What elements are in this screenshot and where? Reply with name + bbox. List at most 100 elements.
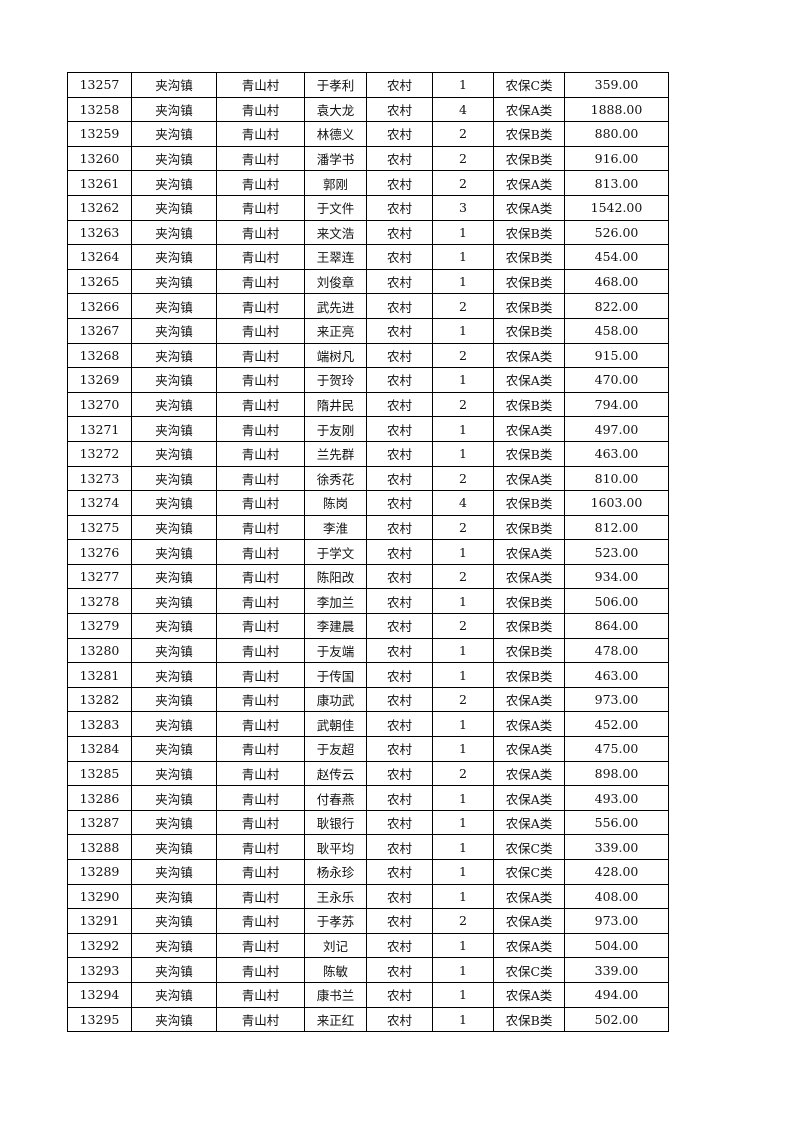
table-row: 13283 夹沟镇 青山村 武朝佳 农村 1 农保A类 452.00: [67, 711, 669, 738]
type-cell: 农村: [366, 194, 433, 221]
amount-cell: 934.00: [564, 563, 669, 590]
category-cell: 农保A类: [493, 686, 565, 713]
town-cell: 夹沟镇: [131, 367, 217, 393]
id-cell: 13261: [67, 170, 132, 196]
town-cell: 夹沟镇: [131, 416, 217, 442]
amount-cell: 506.00: [564, 588, 669, 615]
table-row: 13268 夹沟镇 青山村 端树凡 农村 2 农保A类 915.00: [67, 342, 669, 369]
amount-cell: 494.00: [564, 981, 669, 1008]
amount-cell: 973.00: [564, 908, 669, 934]
type-cell: 农村: [366, 170, 433, 196]
category-cell: 农保B类: [493, 121, 565, 147]
amount-cell: 463.00: [564, 440, 669, 467]
amount-cell: 915.00: [564, 342, 669, 369]
village-cell: 青山村: [216, 170, 305, 196]
table-row: 13264 夹沟镇 青山村 王翠连 农村 1 农保B类 454.00: [67, 244, 669, 270]
category-cell: 农保B类: [493, 268, 565, 295]
village-cell: 青山村: [216, 514, 305, 541]
amount-cell: 916.00: [564, 145, 669, 172]
category-cell: 农保A类: [493, 342, 565, 369]
village-cell: 青山村: [216, 72, 305, 98]
town-cell: 夹沟镇: [131, 514, 217, 541]
table-row: 13277 夹沟镇 青山村 陈阳改 农村 2 农保A类 934.00: [67, 563, 669, 590]
data-table: 13257 夹沟镇 青山村 于孝利 农村 1 农保C类 359.00 13258 夹沟镇 青山村 袁大…: [67, 72, 669, 1033]
village-cell: 青山村: [216, 588, 305, 615]
count-cell: 1: [432, 367, 494, 393]
village-cell: 青山村: [216, 490, 305, 516]
id-cell: 13258: [67, 96, 132, 123]
name-cell: 兰先群: [304, 440, 367, 467]
table-row: 13257 夹沟镇 青山村 于孝利 农村 1 农保C类 359.00: [67, 72, 669, 98]
count-cell: 1: [432, 883, 494, 910]
table-body: 13257 夹沟镇 青山村 于孝利 农村 1 农保C类 359.00 13258 夹沟镇 青山村 袁大…: [67, 72, 669, 1033]
id-cell: 13270: [67, 391, 132, 418]
village-cell: 青山村: [216, 342, 305, 369]
village-cell: 青山村: [216, 736, 305, 762]
type-cell: 农村: [366, 760, 433, 787]
table-row: 13294 夹沟镇 青山村 康书兰 农村 1 农保A类 494.00: [67, 981, 669, 1008]
town-cell: 夹沟镇: [131, 539, 217, 565]
id-cell: 13266: [67, 293, 132, 319]
amount-cell: 468.00: [564, 268, 669, 295]
amount-cell: 523.00: [564, 539, 669, 565]
table-row: 13278 夹沟镇 青山村 李加兰 农村 1 农保B类 506.00: [67, 588, 669, 615]
town-cell: 夹沟镇: [131, 686, 217, 713]
table-row: 13288 夹沟镇 青山村 耿平均 农村 1 农保C类 339.00: [67, 834, 669, 860]
count-cell: 1: [432, 244, 494, 270]
type-cell: 农村: [366, 391, 433, 418]
id-cell: 13275: [67, 514, 132, 541]
type-cell: 农村: [366, 72, 433, 98]
town-cell: 夹沟镇: [131, 317, 217, 344]
town-cell: 夹沟镇: [131, 662, 217, 688]
town-cell: 夹沟镇: [131, 72, 217, 98]
name-cell: 康功武: [304, 686, 367, 713]
amount-cell: 813.00: [564, 170, 669, 196]
town-cell: 夹沟镇: [131, 145, 217, 172]
table-row: 13282 夹沟镇 青山村 康功武 农村 2 农保A类 973.00: [67, 686, 669, 713]
count-cell: 1: [432, 809, 494, 836]
town-cell: 夹沟镇: [131, 268, 217, 295]
town-cell: 夹沟镇: [131, 883, 217, 910]
name-cell: 耿平均: [304, 834, 367, 860]
town-cell: 夹沟镇: [131, 342, 217, 369]
name-cell: 于孝苏: [304, 908, 367, 934]
town-cell: 夹沟镇: [131, 736, 217, 762]
name-cell: 陈阳改: [304, 563, 367, 590]
village-cell: 青山村: [216, 711, 305, 738]
count-cell: 1: [432, 416, 494, 442]
amount-cell: 463.00: [564, 662, 669, 688]
name-cell: 陈敏: [304, 957, 367, 983]
type-cell: 农村: [366, 981, 433, 1008]
table-row: 13286 夹沟镇 青山村 付春燕 农村 1 农保A类 493.00: [67, 785, 669, 811]
table-row: 13285 夹沟镇 青山村 赵传云 农村 2 农保A类 898.00: [67, 760, 669, 787]
table-row: 13262 夹沟镇 青山村 于文件 农村 3 农保A类 1542.00: [67, 194, 669, 221]
village-cell: 青山村: [216, 908, 305, 934]
category-cell: 农保B类: [493, 637, 565, 664]
id-cell: 13279: [67, 613, 132, 639]
count-cell: 2: [432, 121, 494, 147]
type-cell: 农村: [366, 145, 433, 172]
name-cell: 康书兰: [304, 981, 367, 1008]
amount-cell: 973.00: [564, 686, 669, 713]
town-cell: 夹沟镇: [131, 809, 217, 836]
name-cell: 于文件: [304, 194, 367, 221]
category-cell: 农保B类: [493, 613, 565, 639]
type-cell: 农村: [366, 367, 433, 393]
town-cell: 夹沟镇: [131, 588, 217, 615]
count-cell: 1: [432, 219, 494, 246]
amount-cell: 497.00: [564, 416, 669, 442]
count-cell: 2: [432, 391, 494, 418]
village-cell: 青山村: [216, 219, 305, 246]
town-cell: 夹沟镇: [131, 834, 217, 860]
category-cell: 农保B类: [493, 662, 565, 688]
table-row: 13292 夹沟镇 青山村 刘记 农村 1 农保A类 504.00: [67, 932, 669, 959]
category-cell: 农保B类: [493, 440, 565, 467]
count-cell: 1: [432, 268, 494, 295]
id-cell: 13289: [67, 859, 132, 885]
town-cell: 夹沟镇: [131, 465, 217, 492]
town-cell: 夹沟镇: [131, 563, 217, 590]
table-row: 13269 夹沟镇 青山村 于贺玲 农村 1 农保A类 470.00: [67, 367, 669, 393]
amount-cell: 493.00: [564, 785, 669, 811]
count-cell: 1: [432, 834, 494, 860]
id-cell: 13263: [67, 219, 132, 246]
